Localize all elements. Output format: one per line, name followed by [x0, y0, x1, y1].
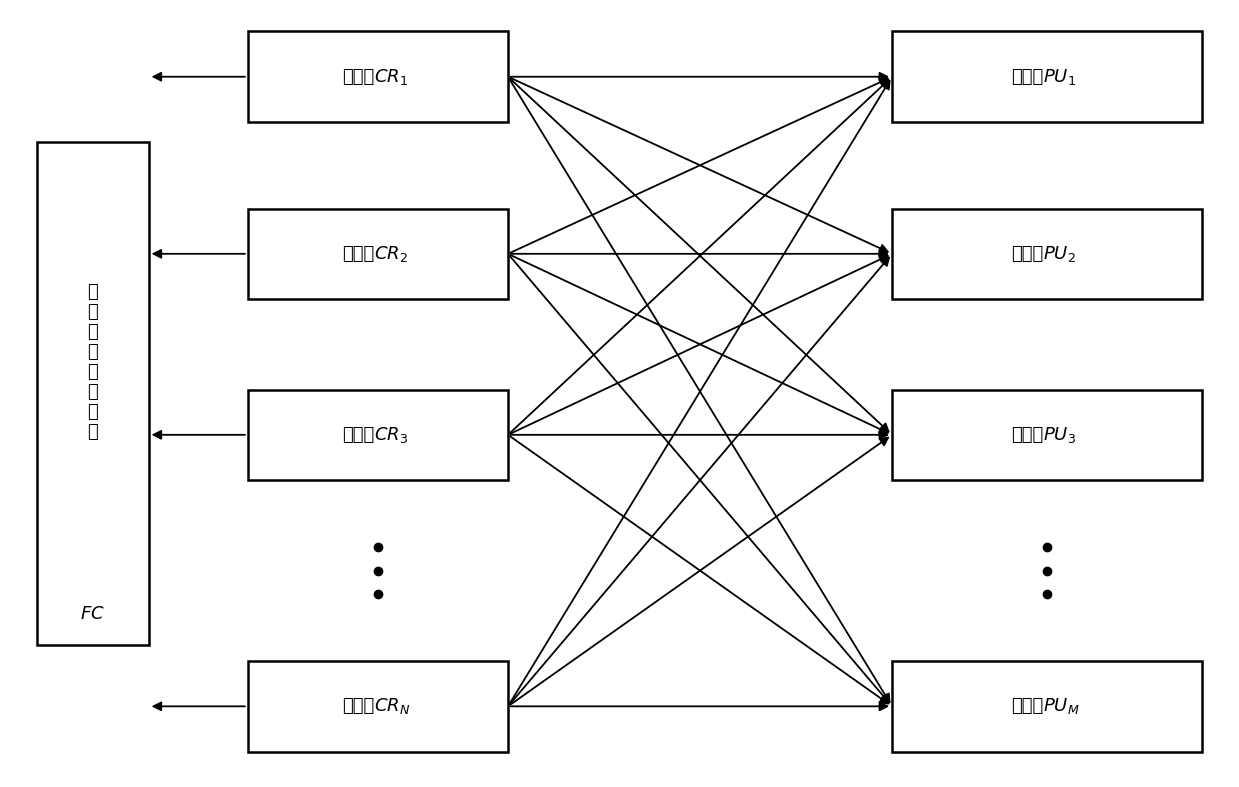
Text: 主用户: 主用户 — [1011, 68, 1043, 86]
Text: 主用户: 主用户 — [1011, 245, 1043, 263]
Text: $\it{FC}$: $\it{FC}$ — [81, 605, 105, 623]
Text: 主用户: 主用户 — [1011, 697, 1043, 715]
Text: 主用户: 主用户 — [1011, 426, 1043, 444]
Bar — [892, 661, 1202, 752]
Text: $\it{PU}_M$: $\it{PU}_M$ — [1043, 696, 1080, 716]
Text: $\it{CR}_2$: $\it{CR}_2$ — [374, 244, 408, 264]
Bar — [248, 31, 508, 122]
Text: $\it{CR}_N$: $\it{CR}_N$ — [374, 696, 410, 716]
Bar — [248, 209, 508, 299]
Bar — [892, 209, 1202, 299]
Bar — [248, 661, 508, 752]
Text: $\it{PU}_2$: $\it{PU}_2$ — [1043, 244, 1075, 264]
Text: 次用户: 次用户 — [342, 426, 374, 444]
Text: $\it{PU}_3$: $\it{PU}_3$ — [1043, 425, 1077, 445]
Text: $\it{CR}_3$: $\it{CR}_3$ — [374, 425, 408, 445]
Text: 次用户: 次用户 — [342, 245, 374, 263]
Text: 频
谱
感
知
决
策
中
心: 频 谱 感 知 决 策 中 心 — [88, 283, 98, 442]
Bar — [892, 31, 1202, 122]
Text: 次用户: 次用户 — [342, 697, 374, 715]
Text: $\it{PU}_1$: $\it{PU}_1$ — [1043, 67, 1077, 87]
Bar — [37, 142, 149, 645]
Bar — [248, 390, 508, 480]
Text: 次用户: 次用户 — [342, 68, 374, 86]
Text: $\it{CR}_1$: $\it{CR}_1$ — [374, 67, 408, 87]
Bar — [892, 390, 1202, 480]
